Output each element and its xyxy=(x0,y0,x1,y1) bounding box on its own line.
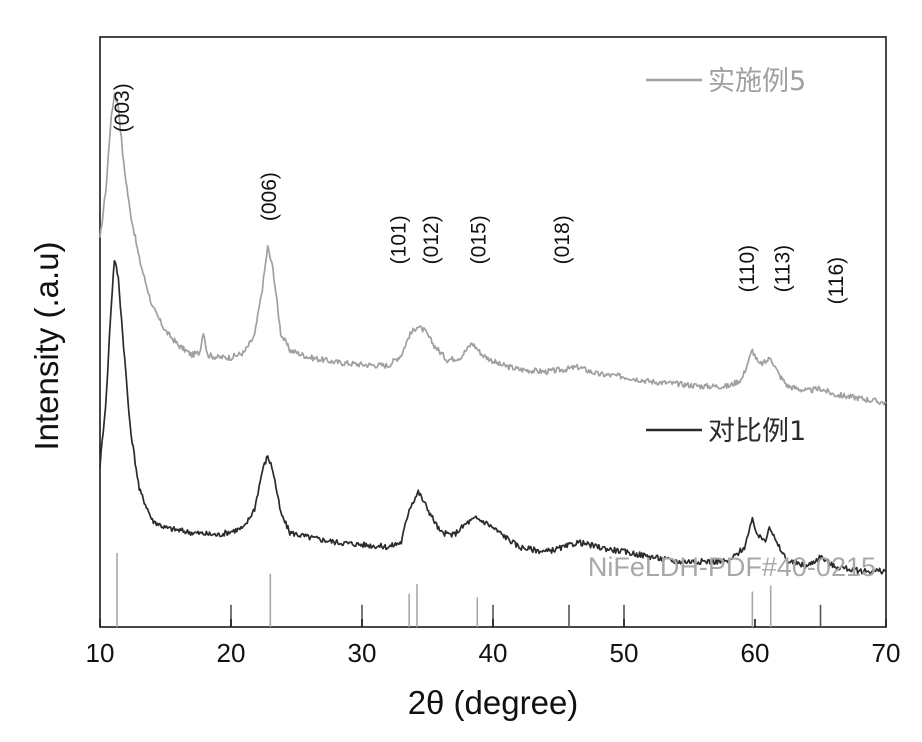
plot-frame xyxy=(100,37,886,627)
x-tick-label-0: 10 xyxy=(86,638,115,668)
x-tick-label-1: 20 xyxy=(217,638,246,668)
peak-label-4: (015) xyxy=(467,215,490,264)
reference-label: NiFeLDH-PDF#40-0215 xyxy=(588,552,876,582)
legend-label-1: 对比例1 xyxy=(708,416,806,447)
x-tick-label-6: 70 xyxy=(872,638,901,668)
x-tick-label-5: 60 xyxy=(741,638,770,668)
x-tick-label-2: 30 xyxy=(348,638,377,668)
peak-label-5: (018) xyxy=(551,215,574,264)
peak-label-2: (101) xyxy=(388,215,411,264)
peak-label-7: (113) xyxy=(771,245,794,292)
peak-label-6: (110) xyxy=(736,245,759,292)
peak-label-8: (116) xyxy=(825,257,848,304)
x-axis-title: 2θ (degree) xyxy=(408,684,579,721)
peak-labels: (003) (006) (101) (012) (015) (018) (110) (113)… xyxy=(111,83,848,304)
x-tick-label-3: 40 xyxy=(479,638,508,668)
peak-label-1: (006) xyxy=(258,172,281,221)
y-axis-title: Intensity (.a.u) xyxy=(28,241,65,450)
legend-label-0: 实施例5 xyxy=(708,66,806,97)
series-line-0 xyxy=(100,93,886,404)
x-tick-label-4: 50 xyxy=(610,638,639,668)
peak-label-3: (012) xyxy=(420,215,443,264)
peak-label-0: (003) xyxy=(111,83,134,132)
series-lines xyxy=(100,93,886,573)
